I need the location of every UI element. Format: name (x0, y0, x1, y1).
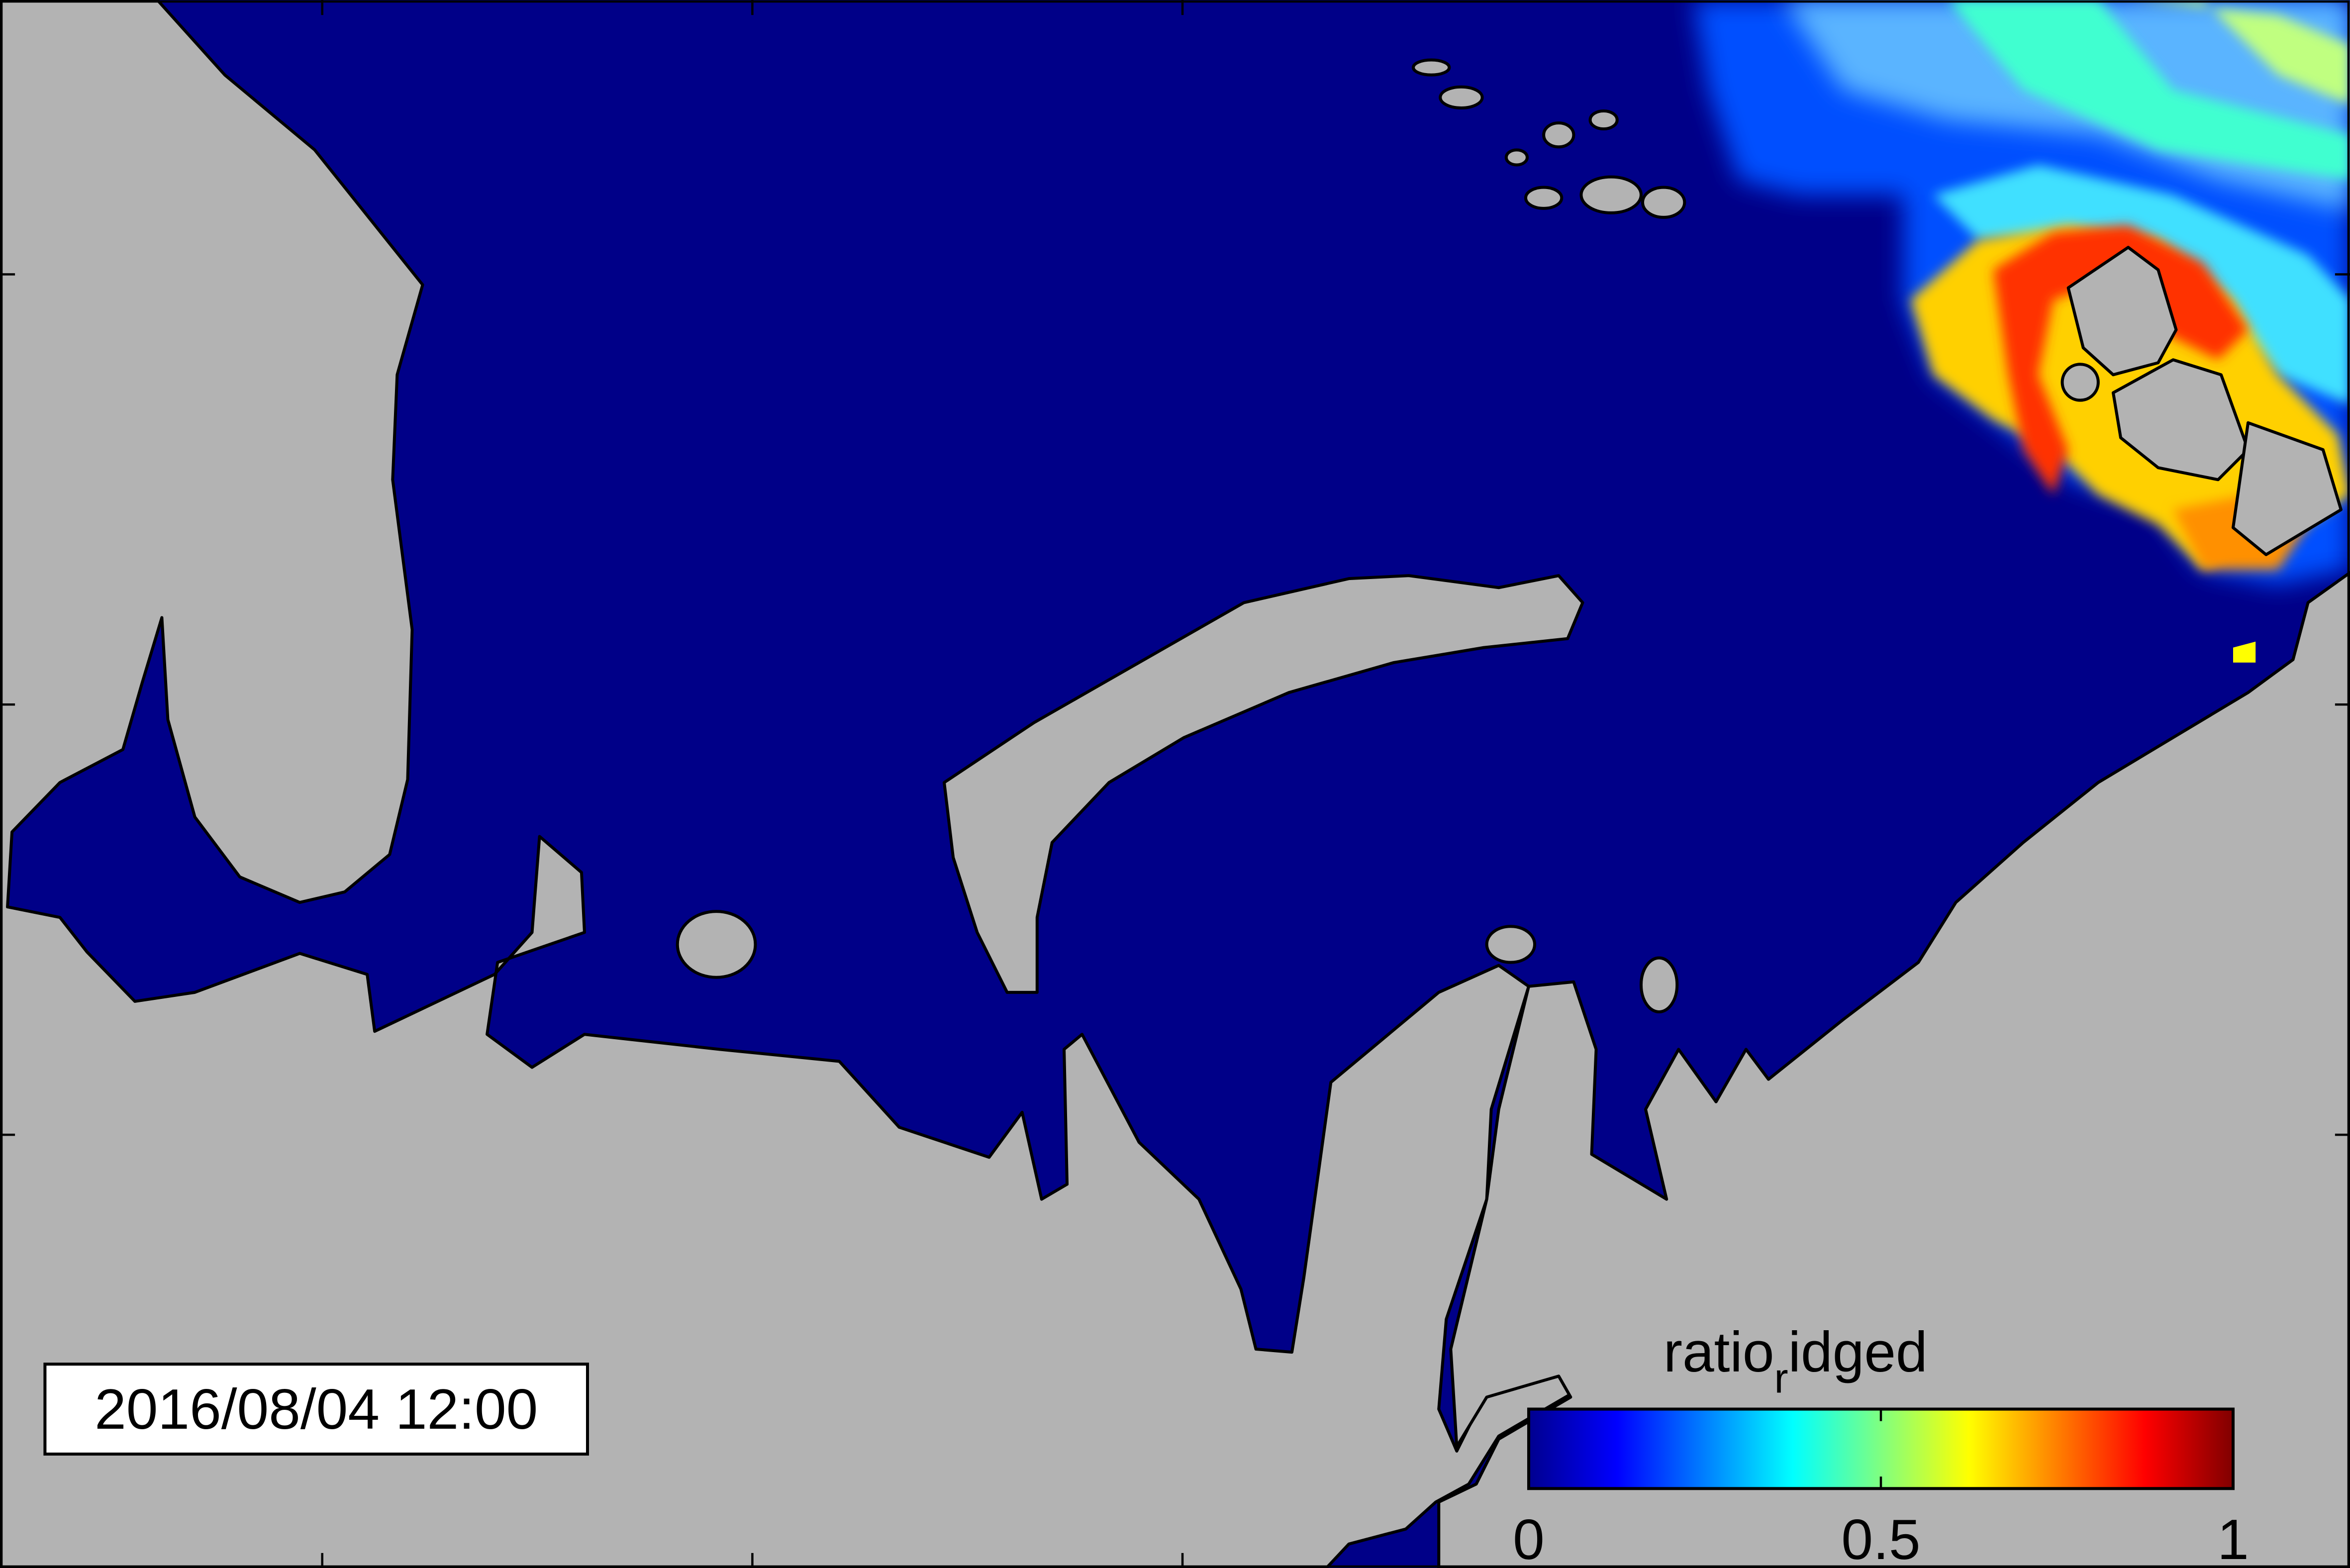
timestamp: 2016/08/04 12:00 (95, 1377, 538, 1441)
island (1485, 925, 1537, 964)
colorbar-label: ratioridged (1664, 1320, 1928, 1401)
colorbar-tick-label: 0.5 (1841, 1508, 1920, 1568)
island (676, 910, 757, 979)
island (2060, 363, 2100, 402)
island (2111, 358, 2250, 482)
colorbar-ticks: 0 0.5 1 (1513, 1409, 2249, 1568)
island (2066, 246, 2178, 377)
label-base: ratio (1664, 1320, 1774, 1384)
island (943, 574, 1584, 994)
label-rest: idged (1788, 1320, 1928, 1384)
mainland-east (1437, 571, 2350, 1568)
timestamp-box (43, 1363, 589, 1456)
archipelago (1412, 58, 1686, 219)
colorbar-tick-label: 0 (1513, 1508, 1545, 1568)
colorbar-tick-label: 1 (2217, 1508, 2249, 1568)
label-subscript: r (1774, 1355, 1788, 1401)
mainland (0, 0, 1572, 1568)
colorbar (1527, 1407, 2235, 1490)
island (2231, 421, 2343, 556)
island (1639, 956, 1679, 1014)
